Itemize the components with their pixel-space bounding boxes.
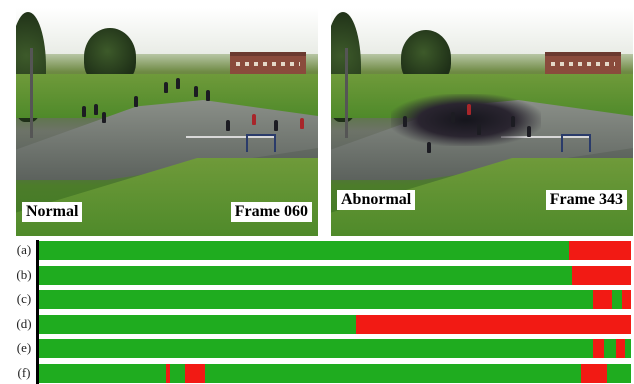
abnormal-segment bbox=[185, 364, 206, 383]
pedestrian bbox=[467, 104, 471, 115]
abnormal-segment bbox=[568, 241, 631, 260]
pedestrian bbox=[206, 90, 210, 101]
pedestrian bbox=[427, 142, 431, 153]
normal-segment bbox=[39, 339, 594, 358]
timeline-bar bbox=[39, 315, 631, 334]
timeline-row-label: (d) bbox=[16, 316, 32, 331]
abnormal-segment bbox=[622, 290, 631, 309]
pedestrian bbox=[252, 114, 256, 125]
normal-segment bbox=[39, 290, 594, 309]
fence bbox=[186, 136, 276, 138]
sky bbox=[16, 8, 318, 54]
pedestrian bbox=[176, 78, 180, 89]
pedestrian bbox=[274, 120, 278, 131]
timeline-axis bbox=[36, 240, 39, 384]
video-frame-normal: Normal Frame 060 bbox=[16, 8, 318, 236]
video-frame-abnormal: Abnormal Frame 343 bbox=[331, 8, 633, 236]
normal-segment bbox=[607, 364, 631, 383]
timeline-row-label: (f) bbox=[17, 365, 31, 380]
pedestrian bbox=[134, 96, 138, 107]
abnormal-segment bbox=[592, 339, 605, 358]
timeline-bar bbox=[39, 339, 631, 358]
abnormal-segment bbox=[355, 315, 631, 334]
signboard bbox=[561, 134, 591, 152]
pedestrian bbox=[82, 106, 86, 117]
normal-segment bbox=[204, 364, 582, 383]
pedestrian bbox=[300, 118, 304, 129]
normal-segment bbox=[39, 241, 570, 260]
abnormal-segment bbox=[616, 339, 626, 358]
pedestrian bbox=[477, 124, 481, 135]
lamp-post bbox=[30, 48, 33, 138]
timeline-bar bbox=[39, 241, 631, 260]
pedestrian bbox=[164, 82, 168, 93]
timeline-bar bbox=[39, 364, 631, 383]
normal-segment bbox=[39, 266, 573, 285]
running-crowd bbox=[391, 94, 541, 146]
abnormal-segment bbox=[571, 266, 631, 285]
normal-segment bbox=[612, 290, 623, 309]
normal-segment bbox=[170, 364, 186, 383]
pedestrian bbox=[403, 116, 407, 127]
abnormal-segment bbox=[166, 364, 171, 383]
timeline-row-label: (b) bbox=[16, 267, 32, 282]
pedestrian bbox=[451, 112, 455, 123]
fence bbox=[501, 136, 591, 138]
timeline-bar bbox=[39, 290, 631, 309]
pedestrian bbox=[102, 112, 106, 123]
timeline-row-label: (e) bbox=[16, 340, 32, 355]
sky bbox=[331, 8, 633, 54]
lamp-post bbox=[345, 48, 348, 138]
signboard bbox=[246, 134, 276, 152]
timeline-row-label: (a) bbox=[16, 242, 32, 257]
normal-segment bbox=[604, 339, 617, 358]
normal-segment bbox=[39, 364, 167, 383]
frame-caption: Abnormal bbox=[337, 190, 416, 210]
frame-caption: Normal bbox=[22, 202, 83, 222]
normal-segment bbox=[39, 315, 357, 334]
normal-segment bbox=[625, 339, 631, 358]
pedestrian bbox=[226, 120, 230, 131]
timeline-row-label: (c) bbox=[16, 291, 32, 306]
abnormal-segment bbox=[592, 290, 613, 309]
pedestrian bbox=[194, 86, 198, 97]
frame-number-label: Frame 060 bbox=[230, 202, 312, 222]
abnormal-segment bbox=[580, 364, 608, 383]
pedestrian bbox=[94, 104, 98, 115]
pedestrian bbox=[527, 126, 531, 137]
frame-number-label: Frame 343 bbox=[545, 190, 627, 210]
timeline-bar bbox=[39, 266, 631, 285]
pedestrian bbox=[511, 116, 515, 127]
